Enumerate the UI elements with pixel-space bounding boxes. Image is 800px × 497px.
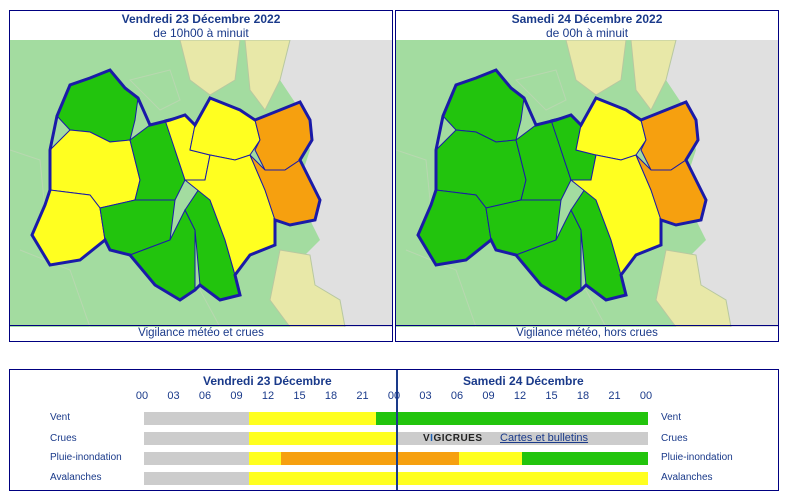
- hour-tick: 06: [450, 390, 464, 402]
- row-label-crues: Crues: [50, 433, 77, 444]
- bar-segment: [249, 412, 376, 425]
- bar-segment: [522, 452, 648, 465]
- bar-segment: [249, 452, 281, 465]
- row-label-right-pluie: Pluie-inondation: [661, 452, 733, 463]
- bar-segment: [144, 452, 249, 465]
- bar-segment: [249, 472, 648, 485]
- bar-segment: [459, 452, 522, 465]
- hour-tick: 15: [293, 390, 306, 402]
- map-caption: Vigilance météo et crues: [10, 325, 392, 341]
- map-period: de 10h00 à minuit: [153, 26, 249, 40]
- bar-pluie: [144, 452, 648, 465]
- map-header: Samedi 24 Décembre 2022 de 00h à minuit: [396, 11, 778, 41]
- vigilance-map[interactable]: [396, 40, 778, 327]
- map-period: de 00h à minuit: [545, 26, 629, 40]
- map-caption: Vigilance météo, hors crues: [396, 325, 778, 341]
- hour-tick: 21: [356, 390, 369, 402]
- hour-tick: 12: [261, 390, 275, 402]
- bar-segment: [376, 412, 648, 425]
- vigilance-map[interactable]: [10, 40, 392, 327]
- bar-avalanches: [144, 472, 648, 485]
- row-label-vent: Vent: [50, 412, 71, 423]
- vigicrues-logo[interactable]: VIGICRUES: [423, 433, 483, 444]
- hour-tick: 00: [135, 390, 149, 402]
- hour-tick: 00: [387, 390, 401, 402]
- row-label-right-avalanches: Avalanches: [661, 472, 713, 483]
- bar-crues: [144, 432, 648, 445]
- map-panel-saturday: Samedi 24 Décembre 2022 de 00h à minuit: [395, 10, 779, 342]
- timeline-day2: Samedi 24 Décembre: [463, 374, 584, 388]
- hour-tick: 18: [576, 390, 590, 402]
- bar-segment: [281, 452, 459, 465]
- hour-tick: 18: [324, 390, 338, 402]
- hour-tick: 00: [639, 390, 653, 402]
- hour-tick: 09: [230, 390, 243, 402]
- map-date: Samedi 24 Décembre 2022: [511, 12, 663, 26]
- map-header: Vendredi 23 Décembre 2022 de 10h00 à min…: [10, 11, 392, 41]
- map-panel-friday: Vendredi 23 Décembre 2022 de 10h00 à min…: [9, 10, 393, 342]
- hour-tick: 09: [482, 390, 495, 402]
- bar-segment: [249, 432, 396, 445]
- bar-segment: [396, 432, 648, 445]
- hour-tick: 06: [198, 390, 212, 402]
- vigilance-timeline: Vendredi 23 Décembre Samedi 24 Décembre …: [9, 369, 779, 491]
- bar-segment: [144, 472, 249, 485]
- row-label-right-vent: Vent: [661, 412, 682, 423]
- bar-segment: [144, 432, 249, 445]
- row-label-right-crues: Crues: [661, 433, 688, 444]
- midnight-divider: [396, 370, 398, 490]
- hour-tick: 21: [608, 390, 621, 402]
- row-label-pluie: Pluie-inondation: [50, 452, 122, 463]
- hour-tick: 15: [545, 390, 558, 402]
- map-date: Vendredi 23 Décembre 2022: [121, 12, 281, 26]
- bar-vent: [144, 412, 648, 425]
- timeline-day1: Vendredi 23 Décembre: [203, 374, 332, 388]
- bar-segment: [144, 412, 249, 425]
- hour-tick: 03: [419, 390, 432, 402]
- row-label-avalanches: Avalanches: [50, 472, 102, 483]
- hour-tick: 12: [513, 390, 527, 402]
- cartes-bulletins-link[interactable]: Cartes et bulletins: [500, 432, 589, 444]
- hour-tick: 03: [167, 390, 180, 402]
